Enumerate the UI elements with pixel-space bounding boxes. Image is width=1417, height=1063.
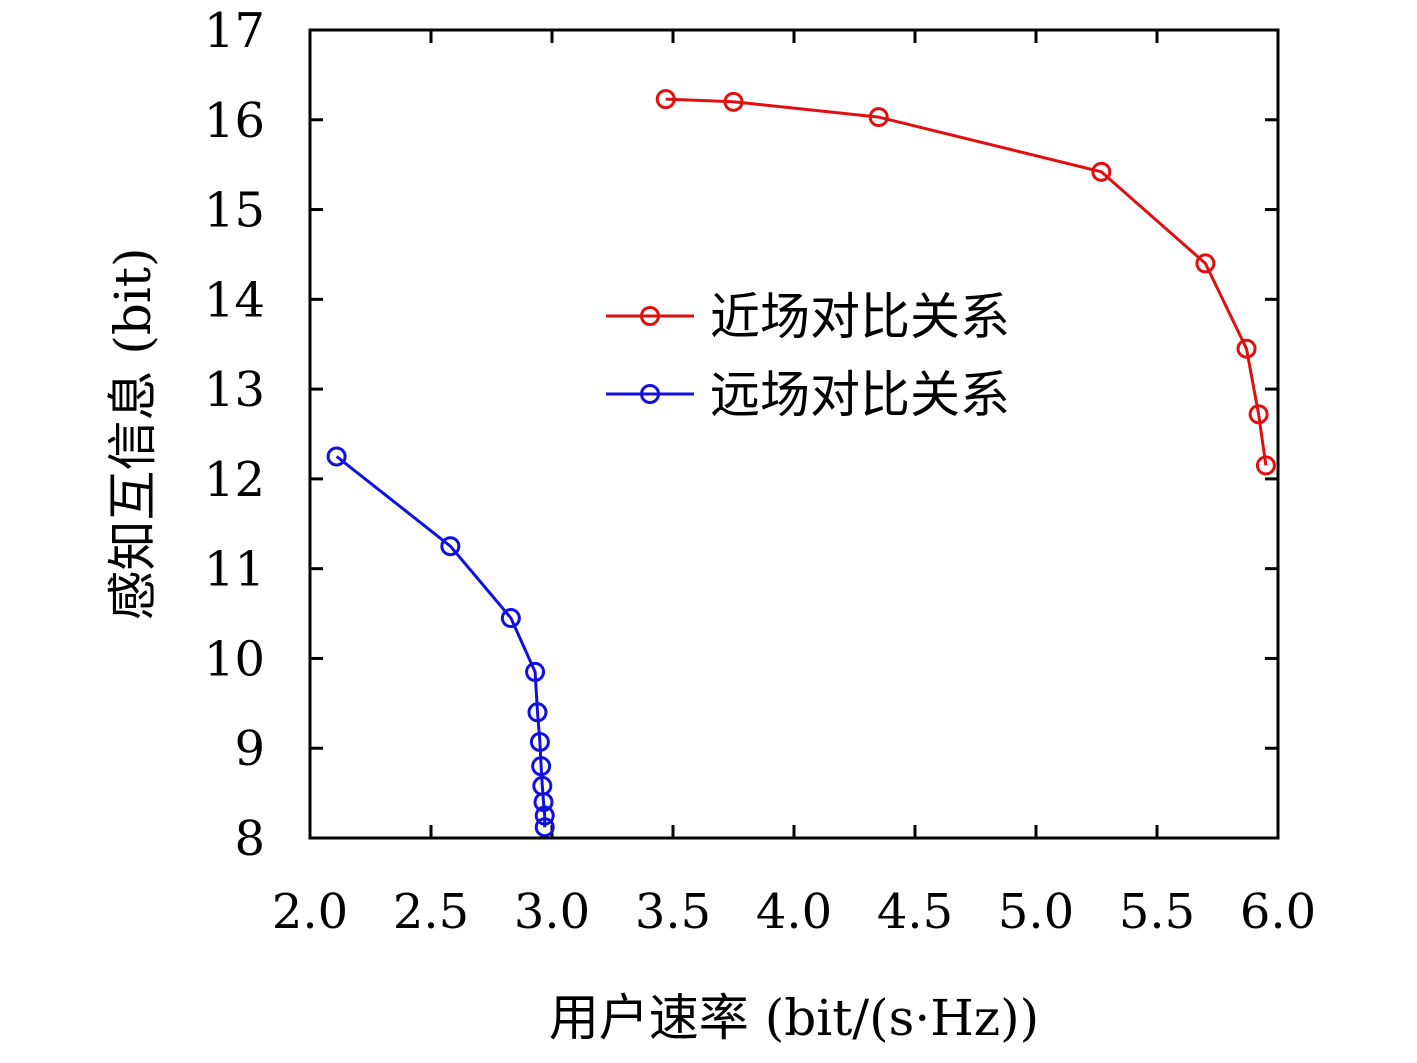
y-tick-label: 11 [204, 542, 265, 598]
y-axis-label: 感知互信息 (bit) [104, 248, 162, 621]
x-tick-label: 3.0 [514, 884, 590, 940]
series-1-point [1091, 161, 1112, 182]
y-tick-label: 10 [204, 631, 265, 687]
series-2-point [534, 805, 555, 826]
series-1-point [1236, 338, 1257, 359]
series-2-point [534, 817, 555, 838]
series-1-point [1195, 253, 1216, 274]
series-2-point [529, 731, 550, 752]
legend-label-2: 远场对比关系 [710, 366, 1010, 424]
y-tick-label: 16 [204, 93, 265, 149]
x-tick-label: 4.0 [756, 884, 832, 940]
x-tick-label: 4.5 [877, 884, 953, 940]
series-2-point [531, 756, 552, 777]
series-1-point [1248, 404, 1269, 425]
series-2-point [500, 608, 521, 629]
y-tick-label: 17 [204, 3, 265, 59]
series-2-point [440, 536, 461, 557]
series-1-point [723, 91, 744, 112]
y-tick-label: 14 [204, 272, 265, 328]
y-tick-label: 9 [234, 721, 265, 777]
x-tick-label: 6.0 [1240, 884, 1316, 940]
legend-label-1: 近场对比关系 [710, 288, 1010, 346]
y-tick-label: 8 [234, 811, 265, 867]
series-1-line [665, 97, 1268, 466]
x-tick-label: 2.0 [272, 884, 348, 940]
ticks-layer: 2.0 2.5 3.0 3.5 4.0 4.5 5.0 5.5 6.0 8 9 10 11 12 13 14 1… [204, 3, 1316, 940]
x-tick-label: 5.5 [1119, 884, 1195, 940]
series-1-point [655, 89, 676, 110]
y-tick-label: 13 [204, 362, 265, 418]
series-2-line [335, 455, 547, 828]
legend-marker-1 [640, 306, 660, 326]
x-tick-label: 5.0 [998, 884, 1074, 940]
plot-frame [308, 28, 1280, 840]
legend-marker-2 [640, 384, 660, 404]
series-2-point [525, 661, 546, 682]
y-tick-label: 12 [204, 452, 265, 508]
x-tick-label: 2.5 [393, 884, 469, 940]
y-tick-label: 15 [204, 183, 265, 239]
series-2-point [326, 446, 347, 467]
series-layer [326, 89, 1276, 838]
series-1-point [1255, 455, 1276, 476]
series-1-point [868, 107, 889, 128]
series-2-point [527, 702, 548, 723]
series-2-point [533, 792, 554, 813]
x-axis-label: 用户速率 (bit/(s·Hz)) [549, 989, 1039, 1047]
x-tick-label: 3.5 [635, 884, 711, 940]
